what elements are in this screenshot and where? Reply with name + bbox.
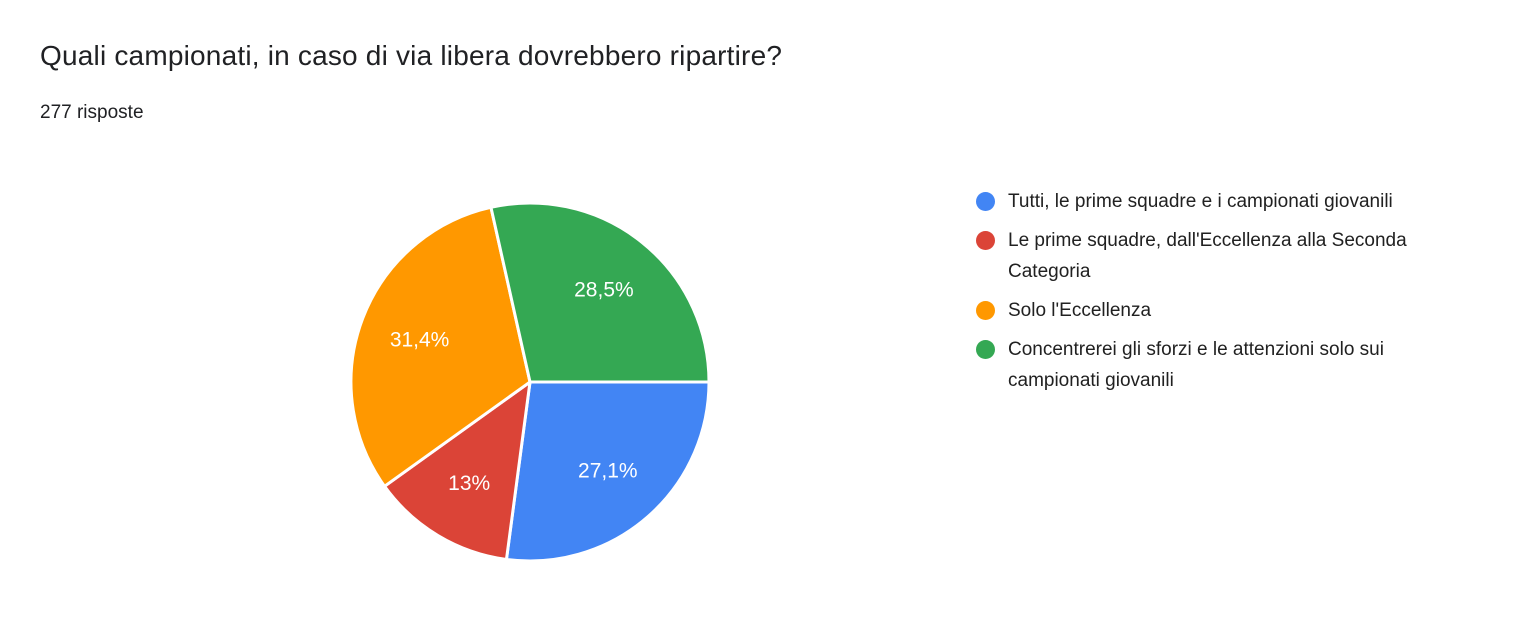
legend-label: Tutti, le prime squadre e i campionati g… [1008, 191, 1393, 212]
chart-area: 27,1% 13% 31,4% 28,5% Tutti, le prime squad… [340, 191, 1482, 572]
legend-color-dot [976, 340, 995, 359]
legend-color-dot [976, 231, 995, 250]
legend-item-0: Tutti, le prime squadre e i campionati g… [976, 186, 1410, 217]
legend-color-dot [976, 301, 995, 320]
pie-slice-0[interactable] [504, 380, 711, 563]
pie-slice-3[interactable] [489, 201, 711, 384]
responses-count: 277 risposte [40, 102, 144, 123]
question-title: Quali campionati, in caso di via libera … [40, 40, 783, 71]
legend-label: Solo l'Eccellenza [1008, 300, 1152, 321]
legend-label: Le prime squadre, dall'Eccellenza alla S… [1008, 230, 1407, 282]
legend-color-dot [976, 192, 995, 211]
form-response-card: Quali campionati, in caso di via libera … [40, 40, 1482, 572]
pie-slice-2[interactable] [349, 205, 532, 488]
legend-item-1: Le prime squadre, dall'Eccellenza alla S… [976, 225, 1410, 287]
pie-chart: 27,1% 13% 31,4% 28,5% [340, 192, 720, 572]
chart-legend: Tutti, le prime squadre e i campionati g… [976, 186, 1410, 404]
legend-item-2: Solo l'Eccellenza [976, 295, 1410, 326]
legend-label: Concentrerei gli sforzi e le attenzioni … [1008, 339, 1384, 391]
pie-slice-1[interactable] [383, 380, 532, 561]
pie-chart-svg: 27,1%13%31,4%28,5% [349, 201, 711, 563]
legend-item-3: Concentrerei gli sforzi e le attenzioni … [976, 334, 1410, 396]
